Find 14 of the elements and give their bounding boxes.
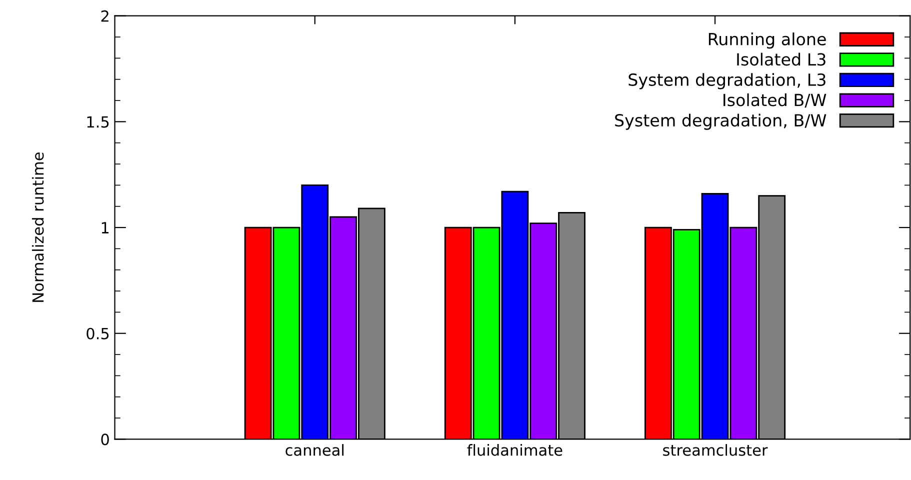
y-tick-label: 1.5 xyxy=(87,116,109,128)
x-tick-label: fluidanimate xyxy=(467,444,562,456)
legend-label: Isolated L3 xyxy=(737,52,826,66)
y-tick-label: 0 xyxy=(101,434,109,446)
x-tick-label: streamcluster xyxy=(663,444,768,456)
y-tick-label: 1 xyxy=(102,222,109,234)
y-tick-label: 2 xyxy=(101,10,108,22)
legend-label: Running alone xyxy=(708,32,826,49)
y-axis-title: Normalized runtime xyxy=(32,152,44,302)
legend-label: System degradation, L3 xyxy=(628,73,826,90)
legend-label: System degradation, B/W xyxy=(615,114,826,130)
legend-label: Isolated B/W xyxy=(724,93,826,108)
y-tick-label: 0.5 xyxy=(86,328,109,340)
x-tick-label: canneal xyxy=(286,444,344,456)
